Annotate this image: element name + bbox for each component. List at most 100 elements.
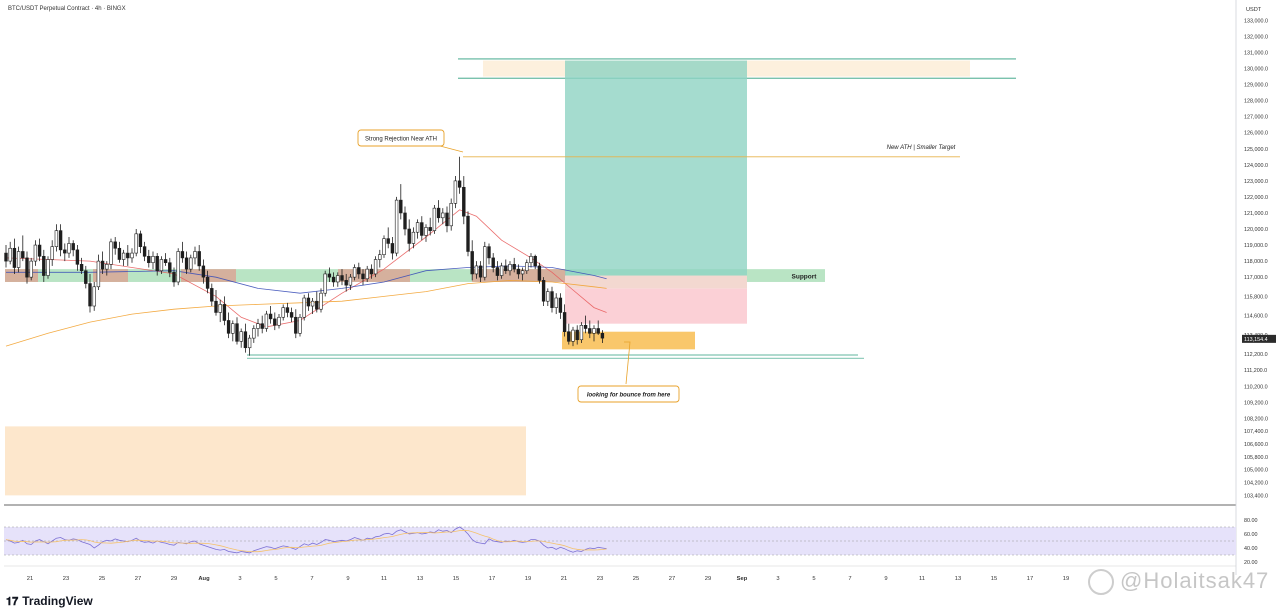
candle-body — [142, 246, 147, 257]
candle-body — [457, 180, 462, 188]
candle-body — [113, 241, 117, 249]
candle-body — [306, 297, 311, 307]
candle-body — [407, 228, 411, 244]
candle — [394, 196, 399, 257]
candle-body — [273, 318, 277, 326]
candle — [50, 240, 54, 266]
candle-body — [264, 313, 269, 329]
time-tick-label: Aug — [198, 576, 210, 582]
rsi-tick-label: 80.00 — [1244, 518, 1258, 524]
time-axis[interactable]: 21 23 25 27 29 Aug 3 5 7 9 11 13 15 17 19 21 23 25 27 29 Sep… — [27, 576, 1069, 582]
candle-body — [340, 275, 344, 281]
candle-body — [361, 273, 365, 280]
candle-body — [415, 222, 420, 233]
candle — [130, 248, 134, 263]
candle — [33, 240, 38, 266]
candle-body — [147, 255, 151, 264]
ath-target-label: New ATH | Smaller Target — [887, 145, 956, 151]
candle-body — [176, 251, 180, 283]
axis-unit-label: USDT — [1246, 7, 1262, 13]
candle-body — [193, 251, 197, 259]
candle-body — [25, 257, 29, 278]
candle — [596, 320, 600, 335]
price-tick-label: 129,000.0 — [1244, 83, 1268, 89]
candle — [21, 235, 25, 262]
price-tick-label: 109,200.0 — [1244, 400, 1268, 406]
candle — [319, 288, 323, 313]
candle — [403, 206, 407, 236]
candle — [487, 243, 491, 265]
candle — [344, 273, 348, 292]
candle-body — [218, 304, 222, 313]
candle-body — [268, 313, 273, 320]
annotation-text: looking for bounce from here — [587, 393, 671, 399]
candle — [176, 248, 180, 286]
price-tick-label: 131,000.0 — [1244, 51, 1268, 57]
candle — [533, 254, 537, 270]
price-tick-label: 126,000.0 — [1244, 131, 1268, 137]
candle-body — [508, 264, 512, 272]
candle-body — [63, 249, 67, 254]
lower-demand-zone — [5, 426, 526, 496]
candle — [441, 208, 445, 225]
rsi-ma-line — [5, 529, 607, 553]
candle — [79, 257, 84, 274]
callout-box — [577, 385, 680, 403]
candle — [432, 204, 437, 234]
candles — [4, 156, 605, 356]
candle — [84, 265, 88, 289]
candle — [113, 237, 117, 255]
annotation-text: Strong Rejection Near ATH — [365, 137, 437, 143]
candle-body — [130, 252, 134, 259]
price-tick-label: 125,000.0 — [1244, 147, 1268, 153]
candle-body — [583, 324, 588, 329]
candle-body — [491, 257, 495, 268]
price-axis[interactable]: USDT 133,000.0 132,000.0 131,000.0 130,000.0… — [4, 0, 1276, 575]
candle-body — [390, 243, 395, 254]
candle-body — [222, 304, 227, 321]
candle-body — [495, 267, 500, 276]
price-tick-label: 132,000.0 — [1244, 34, 1268, 40]
candle — [100, 251, 105, 274]
candle — [579, 322, 584, 343]
candle — [277, 314, 281, 329]
last-price-badge — [1242, 334, 1276, 343]
candle — [546, 288, 550, 307]
candle — [428, 217, 432, 236]
candle — [226, 312, 231, 339]
candle-body — [579, 324, 584, 341]
candle — [369, 264, 374, 279]
candle-body — [357, 267, 361, 275]
candle — [151, 251, 155, 270]
candle — [592, 325, 596, 342]
candle — [600, 330, 605, 343]
candle-body — [138, 233, 143, 247]
candle-body — [54, 230, 59, 247]
time-tick-label: 29 — [705, 576, 711, 582]
candle-body — [256, 323, 260, 329]
candle — [210, 283, 214, 307]
candle — [298, 314, 302, 337]
candle-body — [29, 260, 33, 278]
callout-pointer — [439, 145, 464, 153]
candle — [205, 270, 210, 294]
price-tick-label: 114,600.0 — [1244, 314, 1268, 320]
candle — [54, 224, 59, 252]
candle-body — [533, 255, 537, 267]
candle-body — [348, 276, 353, 286]
candle-body — [168, 262, 172, 273]
candle-body — [117, 247, 122, 260]
candle — [407, 219, 411, 252]
candle-body — [441, 212, 445, 219]
candle-body — [520, 270, 525, 275]
candle — [25, 251, 29, 284]
price-tick-label: 106,600.0 — [1244, 442, 1268, 448]
candle-body — [42, 255, 46, 276]
candle — [558, 293, 563, 319]
candle-body — [184, 257, 189, 270]
candle-body — [159, 259, 164, 272]
candle-body — [462, 186, 466, 217]
candle — [117, 241, 122, 263]
candle — [327, 267, 332, 282]
